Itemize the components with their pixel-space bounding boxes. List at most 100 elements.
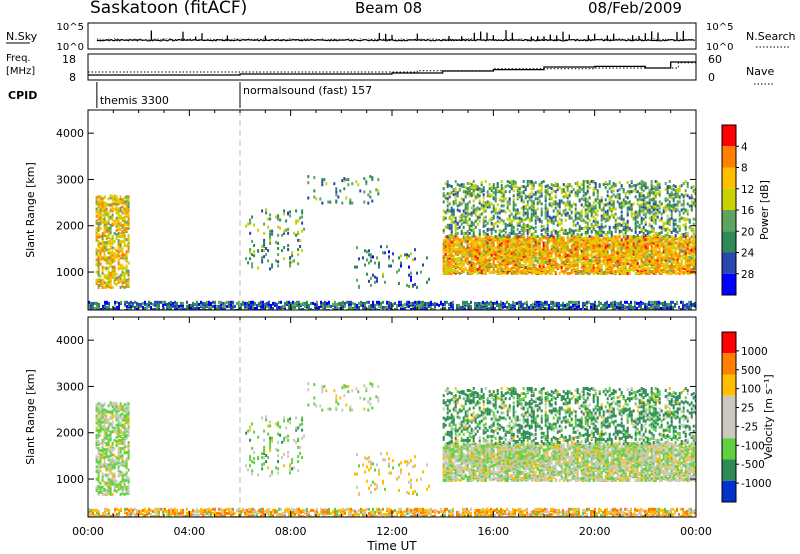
data-cell [476, 259, 479, 263]
data-cell [462, 300, 464, 304]
data-cell [496, 263, 499, 267]
data-cell [150, 305, 152, 309]
data-cell [474, 219, 477, 223]
data-cell [472, 180, 475, 183]
data-cell [694, 240, 696, 244]
data-cell [580, 238, 583, 242]
data-cell [666, 239, 669, 243]
data-cell [632, 305, 634, 309]
data-cell [117, 254, 120, 258]
data-cell [115, 195, 118, 199]
data-cell [470, 228, 473, 232]
data-cell [466, 202, 469, 206]
data-cell [652, 236, 655, 240]
data-cell [496, 245, 499, 249]
data-cell [574, 300, 576, 304]
data-cell [682, 300, 684, 304]
beam-label: Beam 08 [355, 0, 422, 17]
data-cell [494, 235, 497, 238]
data-cell [650, 264, 653, 268]
data-cell [125, 226, 128, 230]
data-cell [616, 301, 618, 305]
data-cell [416, 303, 418, 307]
data-cell [154, 303, 156, 307]
data-cell [111, 235, 114, 238]
data-cell [308, 303, 310, 307]
data-cell [556, 236, 559, 240]
data-cell [336, 302, 338, 306]
data-cell [624, 251, 627, 255]
data-cell [584, 308, 586, 310]
data-cell [548, 306, 550, 310]
data-cell [482, 189, 485, 193]
data-cell [482, 233, 485, 236]
data-cell [604, 237, 607, 241]
data-cell [506, 305, 508, 309]
data-cell [458, 201, 461, 205]
data-cell [582, 246, 585, 250]
data-cell [470, 240, 473, 244]
data-cell [300, 302, 302, 306]
data-cell [554, 257, 557, 261]
data-cell [448, 223, 451, 227]
data-cell [530, 260, 533, 264]
data-cell [284, 308, 286, 310]
data-cell [380, 303, 382, 307]
data-cell [472, 234, 475, 237]
data-cell [626, 238, 629, 242]
data-cell [536, 308, 538, 310]
data-cell [484, 254, 487, 258]
data-cell [104, 300, 106, 304]
data-cell [534, 300, 536, 304]
data-cell [556, 238, 559, 242]
data-cell [662, 306, 664, 310]
data-cell [538, 271, 541, 274]
data-cell [512, 246, 515, 250]
data-cell [127, 273, 130, 277]
data-cell [552, 250, 555, 254]
data-cell [168, 306, 170, 310]
data-cell [658, 262, 661, 266]
data-cell [528, 239, 531, 243]
data-cell [552, 265, 555, 269]
data-cell [606, 250, 609, 254]
data-cell [614, 258, 617, 262]
data-cell [644, 302, 646, 306]
data-cell [562, 238, 565, 242]
data-cell [532, 271, 535, 274]
data-cell [584, 258, 587, 262]
data-cell [103, 234, 106, 237]
data-cell [426, 308, 428, 310]
data-cell [240, 306, 242, 310]
data-cell [446, 200, 449, 204]
data-cell [372, 306, 374, 310]
data-cell [482, 196, 485, 200]
data-cell [540, 271, 543, 274]
data-cell [566, 256, 569, 260]
data-cell [446, 235, 449, 238]
data-cell [670, 259, 673, 263]
data-cell [646, 252, 649, 256]
data-cell [372, 302, 374, 306]
data-cell [516, 251, 519, 255]
data-cell [270, 305, 272, 309]
data-cell [464, 211, 467, 215]
data-cell [109, 230, 112, 234]
data-cell [634, 264, 637, 268]
data-cell [634, 300, 636, 304]
data-cell [460, 218, 463, 222]
data-cell [578, 247, 581, 251]
data-cell [642, 254, 645, 258]
data-cell [576, 236, 579, 240]
data-cell [552, 240, 555, 244]
data-cell [556, 301, 558, 305]
data-cell [582, 269, 585, 272]
data-cell [564, 249, 567, 253]
data-cell [662, 262, 665, 266]
data-cell [560, 244, 563, 248]
data-cell [492, 301, 494, 305]
data-cell [117, 200, 120, 204]
data-cell [656, 261, 659, 265]
data-cell [534, 306, 536, 310]
data-cell [666, 262, 669, 266]
